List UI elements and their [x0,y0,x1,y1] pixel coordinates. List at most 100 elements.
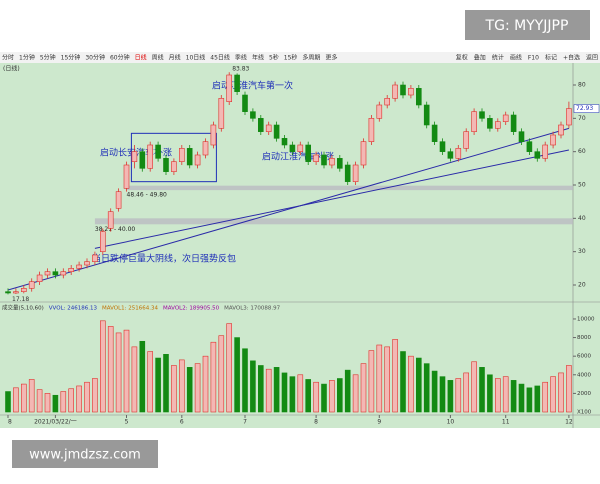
volume-bar [171,365,177,413]
toolbar-item[interactable]: 叠加 [474,54,486,62]
volume-bar [439,376,446,413]
candle-body [329,158,335,166]
toolbar-item[interactable]: 30分钟 [85,54,105,62]
volume-header: 成交量(5,10,60) [2,304,44,312]
volume-bar [234,337,240,413]
volume-bar [431,370,438,413]
candle-body [297,144,304,152]
candle-body [289,144,296,152]
toolbar-item[interactable]: F10 [528,55,539,62]
candle-body [558,124,564,136]
volume-bar [92,378,98,413]
candle-body [28,281,35,289]
volume-bar [305,379,312,413]
toolbar-item[interactable]: 分时 [2,54,14,62]
candle-body [384,98,391,106]
volume-bar [13,387,19,413]
y-tick-label: 20 [578,282,586,289]
toolbar-item[interactable]: 画线 [510,54,522,62]
candle-body [250,111,256,119]
candle-body [60,271,67,276]
candle-body [186,148,193,166]
candle-body [313,154,319,162]
toolbar-item[interactable]: 更多 [325,54,337,62]
toolbar-item[interactable]: 返回 [586,55,598,62]
candle-body [147,144,153,169]
toolbar-item[interactable]: 5分钟 [40,54,56,62]
candle-body [265,124,272,132]
volume-bar [321,383,327,413]
toolbar-item[interactable]: 45日线 [210,54,230,62]
x-tick-label: 8 [314,419,318,426]
volume-bar [100,320,106,413]
volume-bar [368,350,375,413]
y-tick-label: 30 [578,248,586,255]
candle-body [139,151,146,169]
toolbar-item[interactable]: 复权 [456,54,468,62]
candle-body [534,151,541,159]
candle-body [76,264,82,269]
volume-bar [313,381,319,413]
toolbar-item[interactable]: 15分钟 [61,54,81,62]
volume-bar [155,357,161,413]
candle-body [107,211,114,229]
candle-body [463,131,470,149]
highlight-box [130,132,217,183]
x-tick-label: 7 [243,419,247,426]
candle-body [273,124,280,139]
toolbar-item[interactable]: 5秒 [269,54,279,62]
volume-tick-label: 8000 [577,335,591,341]
candle-body [115,191,122,209]
volume-bar [376,344,383,413]
toolbar-item[interactable]: 15秒 [284,54,298,62]
toolbar-item[interactable]: 日线 [135,54,147,62]
candle-body [171,161,177,172]
toolbar-item[interactable]: 统计 [492,54,504,62]
volume-bar [5,391,11,413]
candle-body [5,291,11,294]
volume-bar [186,367,193,413]
annotation: 当日跌停巨量大阴线，次日强势反包 [92,253,236,265]
toolbar-item[interactable]: 多周期 [302,54,320,62]
candle-body [502,114,509,122]
candle-body [92,254,98,262]
watermark: www.jmdzsz.com [29,448,141,463]
volume-bar [226,323,232,413]
volume-bar [352,374,359,413]
candle-body [123,164,130,189]
volume-bar [494,378,501,413]
toolbar-item[interactable]: 60分钟 [110,54,130,62]
candle-body [281,138,288,146]
volume-bar [28,379,35,413]
toolbar-item[interactable]: 周线 [152,54,164,62]
volume-header: MAVOL2: 189905.50 [163,306,220,312]
chart-bg [0,63,600,428]
toolbar-item[interactable]: +自选 [563,54,580,62]
toolbar-item[interactable]: 1分钟 [19,54,35,62]
toolbar-item[interactable]: 标记 [545,54,557,62]
candle-body [218,98,225,129]
toolbar-item[interactable]: 季线 [235,54,247,62]
volume-bar [60,391,67,413]
badge: TG: MYYJJPP [485,18,569,34]
low-label: 17.18 [12,296,29,303]
volume-bar [123,329,130,413]
watermark-box [12,440,158,468]
volume-bar [471,361,477,413]
volume-bar [344,369,351,413]
volume-bar [163,354,169,413]
toolbar-item[interactable]: 年线 [252,54,264,62]
toolbar-item[interactable]: 10日线 [186,54,206,62]
candle-body [510,114,517,132]
candle-body [400,84,406,96]
x-tick-label: 11 [502,419,510,426]
volume-bar [107,326,114,413]
candle-body [234,74,240,92]
volume-bar [502,376,509,413]
y-tick-label: 60 [578,148,586,155]
candle-body [202,141,209,156]
volume-bar [542,381,549,413]
toolbar-item[interactable]: 月线 [169,54,181,62]
candle-body [518,131,525,142]
